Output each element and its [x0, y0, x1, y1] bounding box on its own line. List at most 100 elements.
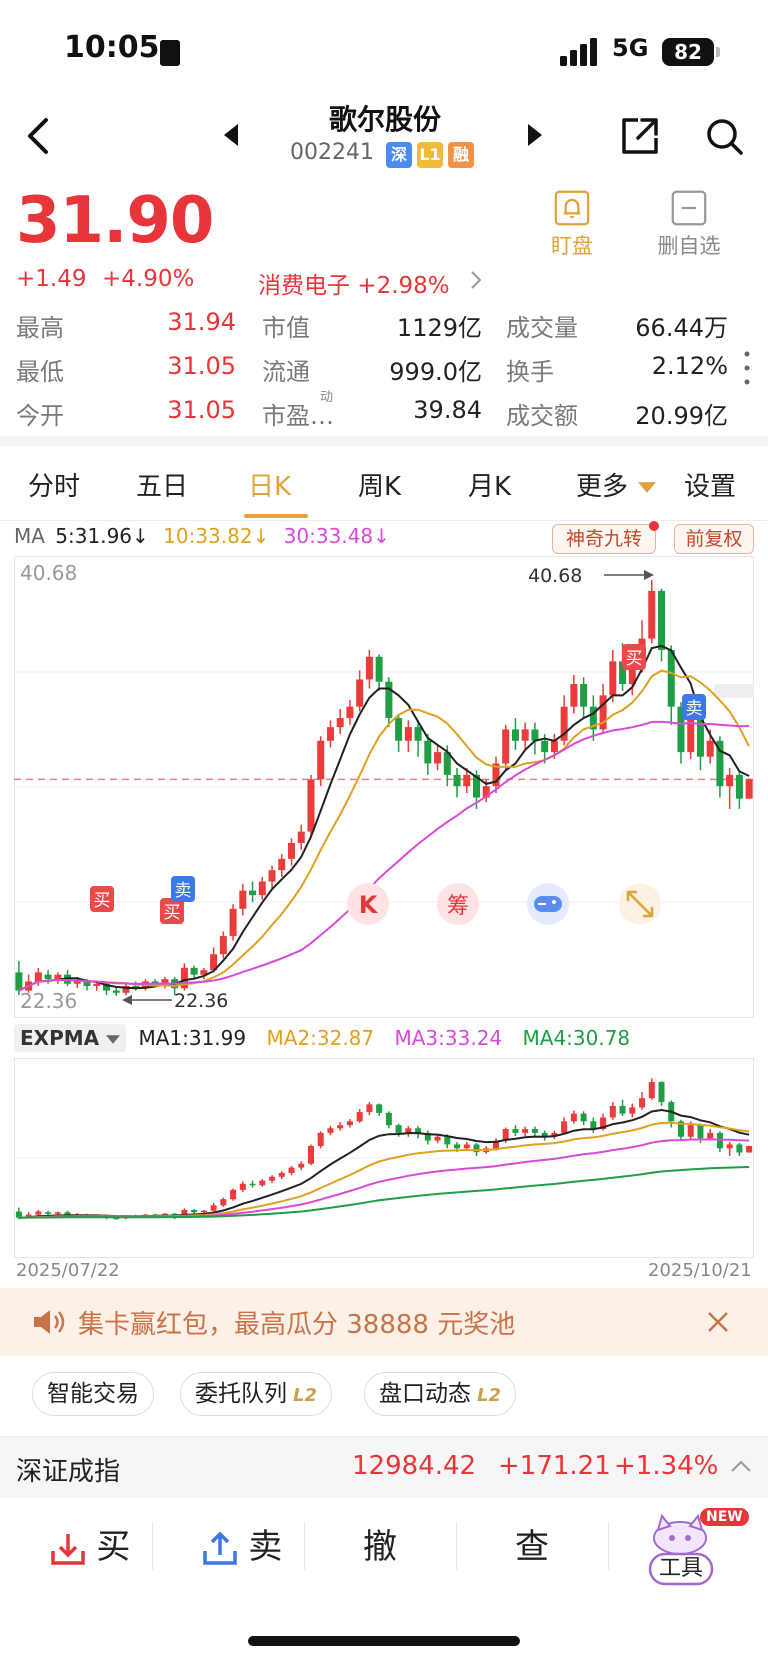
buy-signal[interactable]: 买	[622, 644, 646, 670]
bottom-action-bar: 买 卖 撤 查 工具 NEW	[0, 1498, 768, 1598]
candle-body	[658, 590, 665, 650]
ma10-value: 10:33.82↓	[163, 524, 270, 548]
sell-button[interactable]: 卖	[184, 1520, 300, 1574]
candle-body	[278, 858, 286, 871]
candle-body	[414, 727, 422, 741]
candle-body	[463, 1144, 470, 1149]
candle-body	[200, 1210, 207, 1213]
candle-body	[112, 990, 120, 993]
chip-float-button[interactable]: 筹	[437, 883, 479, 925]
tab-five-day[interactable]: 五日	[136, 472, 189, 502]
candle-body	[64, 1212, 71, 1216]
candle-body	[658, 1082, 665, 1103]
stat-label-amount: 成交额	[506, 402, 578, 430]
ma5-line	[18, 644, 750, 992]
stock-code: 002241	[290, 140, 374, 165]
sell-signal-bg	[682, 694, 706, 720]
candle-body	[415, 1128, 422, 1133]
search-icon[interactable]	[704, 116, 744, 156]
candle-body	[307, 1145, 314, 1164]
back-arrow-icon[interactable]	[22, 116, 56, 156]
candle-body	[327, 1128, 334, 1133]
ma30-line	[18, 720, 750, 992]
tab-weekly-k[interactable]: 周K	[358, 472, 402, 502]
buy-signal-bg	[160, 898, 184, 924]
next-stock-icon[interactable]	[526, 124, 542, 146]
sell-signal[interactable]: 卖	[682, 694, 706, 720]
sell-signal[interactable]: 卖	[171, 876, 195, 902]
buy-label: 买	[96, 1527, 131, 1567]
close-icon[interactable]	[706, 1310, 730, 1334]
stat-value-pe: 39.84	[413, 396, 482, 424]
date-start: 2025/07/22	[16, 1260, 120, 1281]
stat-value-low: 31.05	[167, 352, 236, 380]
network-type: 5G	[612, 34, 649, 62]
order-queue-label: 委托队列	[195, 1381, 287, 1407]
order-book-chip[interactable]: 盘口动态 L2	[364, 1372, 516, 1416]
tab-intraday[interactable]: 分时	[28, 472, 81, 502]
candle-body	[317, 1132, 324, 1146]
game-float-button[interactable]	[527, 883, 569, 925]
candle-body	[726, 1144, 733, 1149]
buy-button[interactable]: 买	[32, 1520, 148, 1574]
expma4-line	[18, 1166, 750, 1219]
price-tag-stub	[714, 684, 754, 698]
buy-signal-bg	[90, 886, 114, 912]
cancel-order-button[interactable]: 撤	[363, 1527, 397, 1567]
candle-body	[83, 981, 91, 987]
smart-trade-chip[interactable]: 智能交易	[32, 1372, 154, 1416]
index-ticker[interactable]: 深证成指 12984.42 +171.21 +1.34%	[0, 1436, 768, 1498]
order-queue-chip[interactable]: 委托队列 L2	[180, 1372, 332, 1416]
candle-body	[745, 779, 753, 799]
date-end: 2025/10/21	[648, 1260, 752, 1281]
tab-monthly-k[interactable]: 月K	[468, 472, 512, 502]
stat-label-mktcap: 市值	[262, 314, 310, 342]
candle-body	[191, 1209, 198, 1213]
candle-body	[365, 656, 373, 680]
new-badge: NEW	[700, 1508, 749, 1526]
ma5-value: 5:31.96↓	[55, 524, 149, 548]
l2-badge: L2	[477, 1385, 501, 1406]
prev-stock-icon[interactable]	[224, 124, 240, 146]
candle-body	[697, 1125, 704, 1139]
price-change-pct: +4.90%	[102, 266, 195, 292]
candle-body	[609, 1105, 616, 1118]
adjust-mode-button[interactable]: 前复权	[674, 524, 754, 554]
sell-signal-text: 卖	[686, 699, 703, 719]
index-change-pct: +1.34%	[614, 1451, 719, 1481]
magic-nine-button[interactable]: 神奇九转	[552, 521, 659, 554]
section-divider	[0, 436, 768, 446]
price-change: +1.49	[16, 266, 87, 292]
share-icon[interactable]	[620, 116, 660, 156]
indicator-select[interactable]: EXPMA	[14, 1024, 127, 1052]
promo-banner[interactable]: 集卡赢红包，最高瓜分 38888 元奖池	[0, 1288, 768, 1356]
candle-body	[375, 656, 383, 682]
watch-button[interactable]: 盯盘	[546, 190, 598, 260]
chevron-right-icon[interactable]	[470, 270, 482, 290]
remove-watchlist-button[interactable]: 删自选	[654, 190, 724, 260]
more-vertical-icon[interactable]	[744, 350, 750, 386]
tab-settings[interactable]: 设置	[684, 472, 737, 502]
candle-body	[599, 695, 607, 730]
stat-value-mktcap: 1129亿	[396, 314, 482, 342]
candle-body	[696, 718, 704, 757]
candle-body	[551, 1132, 558, 1137]
candle-body	[356, 679, 364, 707]
k-float-button[interactable]: K	[347, 883, 389, 925]
tab-more[interactable]: 更多	[576, 466, 657, 503]
sector-link[interactable]: 消费电子 +2.98%	[258, 273, 450, 299]
tools-button[interactable]: 工具 NEW	[644, 1508, 749, 1588]
buy-signal[interactable]: 买	[90, 886, 114, 912]
kline-chart[interactable]: 40.68 40.68 22.36 22.36 买 买 卖 买 卖 K 筹	[14, 556, 754, 1018]
candles-group	[15, 580, 753, 996]
chip-float-text: 筹	[447, 894, 469, 919]
candle-body	[288, 842, 295, 859]
candle-body	[113, 1217, 120, 1220]
chevron-up-icon[interactable]	[730, 1459, 752, 1473]
bottom-value-label: 22.36	[20, 989, 77, 1013]
buy-signal[interactable]: 买	[160, 898, 184, 924]
expma-chart[interactable]	[14, 1058, 754, 1258]
query-button[interactable]: 查	[515, 1527, 549, 1567]
expand-float-button[interactable]	[619, 883, 661, 925]
tab-daily-k[interactable]: 日K	[248, 472, 292, 502]
